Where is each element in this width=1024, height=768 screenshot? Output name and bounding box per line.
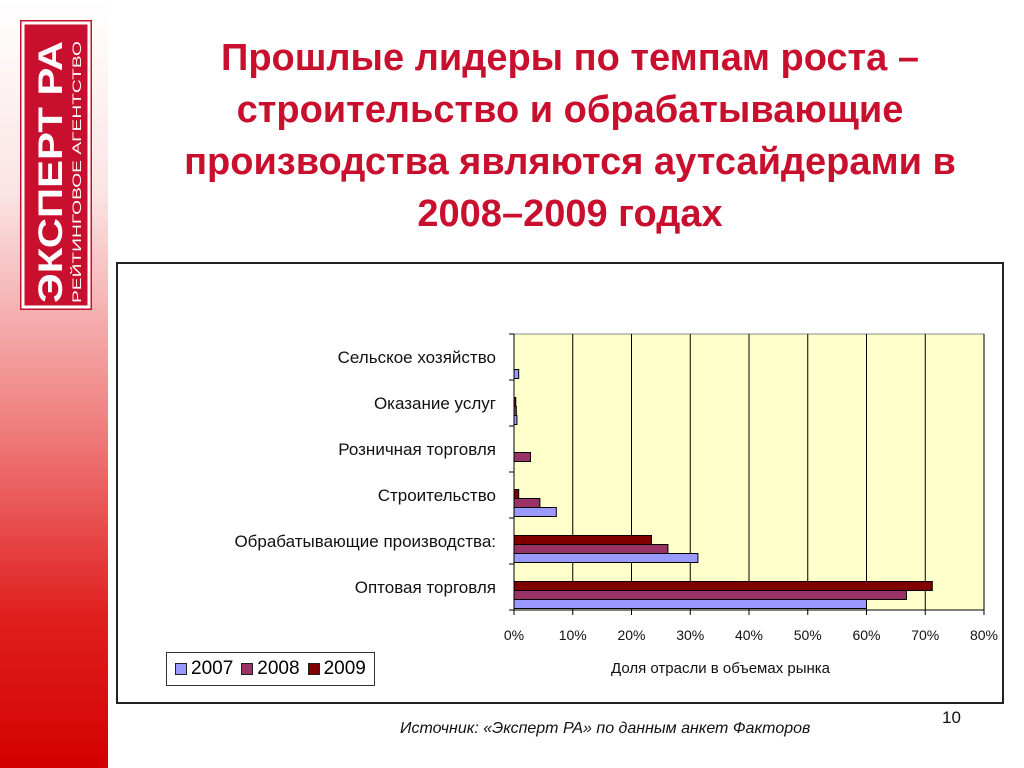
x-tick-label: 70% [911,627,939,643]
source-note: Источник: «Эксперт РА» по данным анкет Ф… [400,720,811,737]
x-tick-label: 30% [676,627,704,643]
bar-2009 [513,489,520,499]
page-title: Прошлые лидеры по темпам роста – строите… [184,37,956,235]
bar-2009 [513,397,517,407]
svg-text:РЕЙТИНГОВОЕ АГЕНТСТВО: РЕЙТИНГОВОЕ АГЕНТСТВО [69,41,84,303]
bar-2008 [513,498,541,508]
x-tick-label: 80% [970,627,998,643]
svg-text:ЭКСПЕРТ РА: ЭКСПЕРТ РА [32,41,70,303]
company-logo: ЭКСПЕРТ РА РЕЙТИНГОВОЕ АГЕНТСТВО [20,20,92,310]
legend-item-2008: 2008 [241,658,300,680]
bar-2009 [513,581,933,591]
bar-2007 [513,415,518,425]
bar-2007 [513,599,867,609]
bar-2007 [513,553,699,563]
x-tick-label: 60% [852,627,880,643]
legend-swatch-2007 [175,663,187,675]
chart-legend: 2007 2008 2009 [166,652,375,686]
legend-item-2007: 2007 [175,658,233,680]
chart-container: 0% 10% 20% 30% 40% 50% 60% 70% 80% Сельское хозяй… [116,262,1004,704]
category-label: Сельское хозяйство [338,348,496,367]
decorative-sidebar: ЭКСПЕРТ РА РЕЙТИНГОВОЕ АГЕНТСТВО [0,0,108,768]
legend-label-2007: 2007 [191,658,234,679]
x-tick-label: 40% [735,627,763,643]
bar-2008 [513,406,517,416]
category-label: Оказание услуг [374,394,496,413]
bar-2008 [513,452,531,462]
x-tick-label: 0% [504,627,524,643]
bar-2007 [513,507,557,517]
x-tick-label: 50% [794,627,822,643]
category-label: Розничная торговля [338,440,496,459]
bar-2008 [513,590,907,600]
bar-2007 [513,369,520,379]
legend-swatch-2009 [307,663,320,675]
category-label: Оптовая торговля [355,578,496,597]
page-number: 10 [942,708,961,727]
category-label: Строительство [378,486,496,505]
bar-2009 [513,535,652,545]
bar-chart: 0% 10% 20% 30% 40% 50% 60% 70% 80% Сельское хозяй… [234,333,998,643]
bar-2008 [513,544,669,554]
x-tick-label: 10% [559,627,587,643]
legend-label-2009: 2009 [323,658,366,679]
legend-item-2009: 2009 [307,658,366,680]
legend-label-2008: 2008 [257,658,300,679]
category-label: Обрабатывающие производства: [234,532,496,551]
legend-swatch-2008 [241,663,254,675]
x-axis-label: Доля отрасли в объемах рынка [611,660,831,677]
x-tick-label: 20% [617,627,645,643]
